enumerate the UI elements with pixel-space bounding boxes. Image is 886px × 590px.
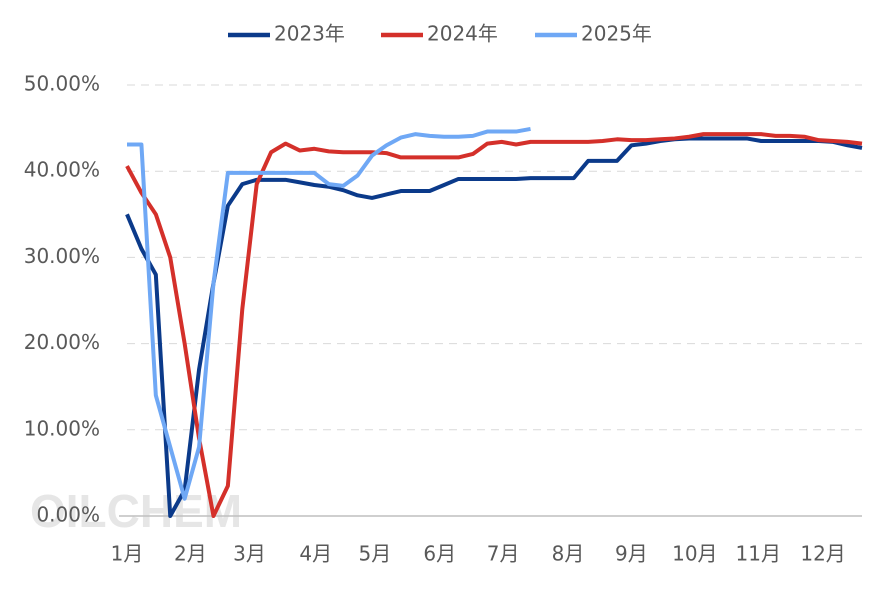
y-tick-label: 30.00%: [24, 244, 100, 268]
x-tick-label: 4月: [299, 542, 332, 566]
x-tick-label: 1月: [111, 542, 144, 566]
x-tick-label: 10月: [672, 542, 717, 566]
watermark: OILCHEM: [30, 485, 242, 537]
series-line: [125, 136, 863, 518]
x-tick-label: 9月: [615, 542, 648, 566]
y-tick-label: 40.00%: [24, 158, 100, 182]
legend-label: 2025年: [581, 22, 652, 46]
x-tick-label: 6月: [423, 542, 456, 566]
x-tick-label: 5月: [359, 542, 392, 566]
x-tick-label: 12月: [800, 542, 845, 566]
legend-label: 2024年: [427, 22, 498, 46]
y-tick-label: 0.00%: [36, 503, 100, 527]
x-tick-label: 11月: [736, 542, 781, 566]
x-tick-label: 8月: [552, 542, 585, 566]
y-tick-label: 50.00%: [24, 72, 100, 96]
series-line: [127, 126, 531, 501]
x-tick-label: 3月: [233, 542, 266, 566]
x-tick-label: 2月: [174, 542, 207, 566]
series-line: [125, 132, 863, 518]
x-tick-label: 7月: [487, 542, 520, 566]
legend-label: 2023年: [274, 22, 345, 46]
y-tick-label: 10.00%: [24, 416, 100, 440]
y-tick-label: 20.00%: [24, 330, 100, 354]
